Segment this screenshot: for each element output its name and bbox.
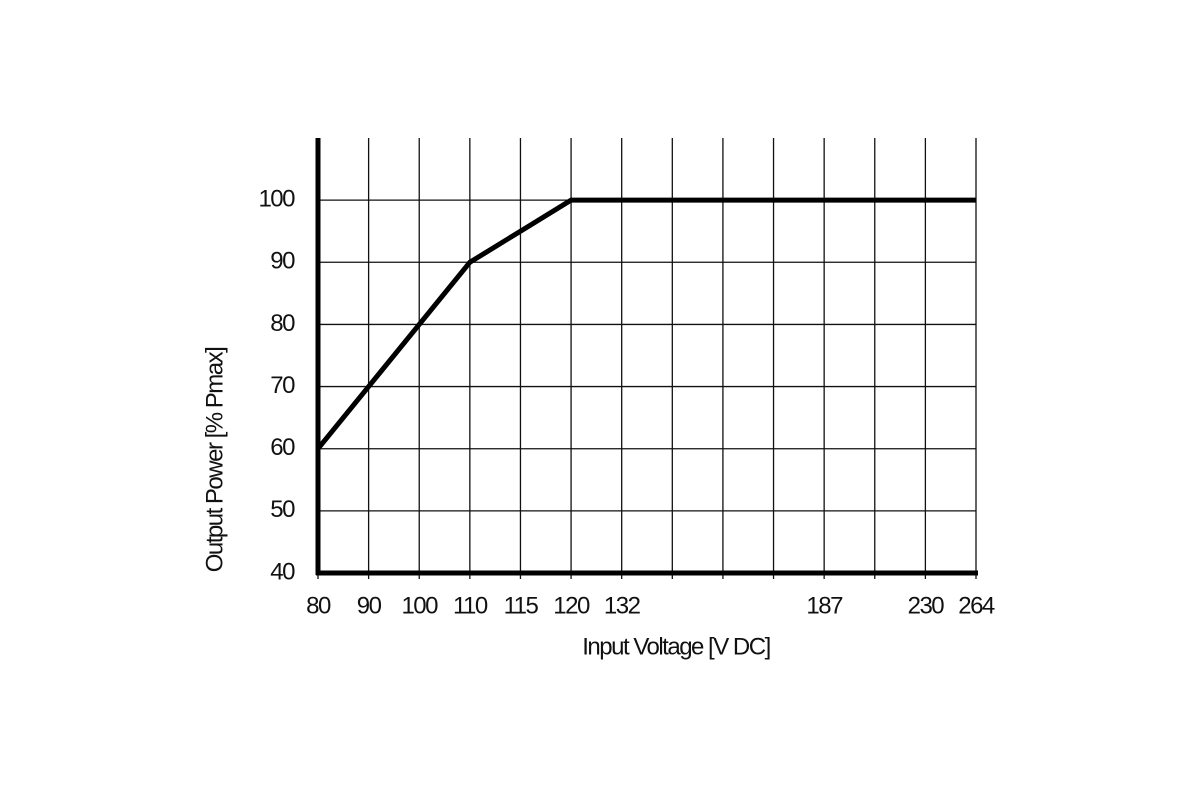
y-tick-label: 80 — [270, 310, 295, 337]
y-tick-label: 40 — [270, 558, 295, 585]
x-axis-label: Input Voltage [V DC] — [582, 633, 769, 660]
x-tick-label: 90 — [357, 592, 382, 619]
y-tick-label: 100 — [258, 185, 295, 212]
y-axis-label: Output Power [% Pmax] — [201, 348, 228, 573]
x-tick-label: 132 — [604, 592, 641, 619]
y-tick-label: 50 — [270, 496, 295, 523]
x-tick-label: 110 — [453, 592, 488, 619]
x-tick-label: 115 — [504, 592, 539, 619]
x-tick-label: 230 — [908, 592, 945, 619]
x-tick-label: 187 — [806, 592, 843, 619]
y-tick-label: 90 — [270, 248, 295, 275]
data-line — [316, 197, 976, 451]
y-tick-label: 60 — [270, 434, 295, 461]
x-tick-label: 100 — [401, 592, 438, 619]
x-tick-label: 80 — [306, 592, 331, 619]
x-tick-label: 264 — [958, 592, 995, 619]
y-tick-label: 70 — [270, 372, 295, 399]
x-tick-label: 120 — [553, 592, 590, 619]
